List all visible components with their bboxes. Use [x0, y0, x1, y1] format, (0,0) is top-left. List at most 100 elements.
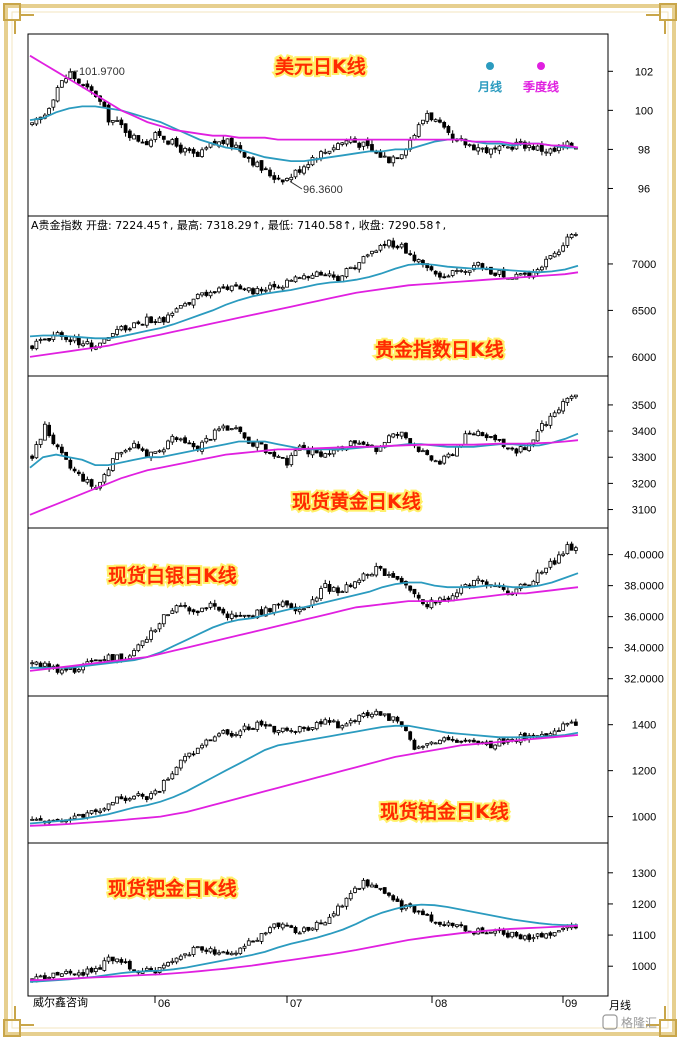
candle: [319, 449, 323, 458]
candle: [561, 398, 566, 415]
candle: [374, 249, 379, 253]
candle: [106, 467, 111, 477]
candle: [72, 812, 77, 820]
y-tick-label: 1200: [632, 766, 656, 778]
candle: [429, 911, 434, 923]
candle: [68, 336, 73, 346]
candle: [531, 143, 536, 151]
candle: [319, 270, 323, 276]
candle: [272, 281, 277, 290]
candle: [30, 816, 35, 821]
candle: [480, 147, 485, 153]
candle: [544, 148, 549, 157]
candle: [136, 441, 141, 450]
candle: [246, 436, 251, 444]
candle: [399, 154, 404, 160]
y-tick-label: 1000: [632, 812, 656, 824]
candle: [212, 599, 217, 610]
candle: [255, 160, 260, 168]
candle: [310, 927, 315, 931]
candle: [200, 292, 204, 298]
candle: [391, 237, 396, 250]
candle: [102, 338, 107, 344]
candle: [102, 472, 107, 486]
candle: [442, 273, 447, 279]
candle: [421, 119, 425, 126]
corner-square: [3, 1019, 21, 1037]
candle: [144, 139, 149, 146]
candle: [225, 284, 230, 291]
candle: [556, 249, 561, 257]
candle: [251, 727, 255, 730]
candle: [89, 478, 94, 489]
pane-title: 美元日K线: [275, 55, 366, 78]
candle: [153, 130, 158, 143]
candle: [391, 433, 396, 439]
candle: [127, 446, 132, 452]
candle: [569, 541, 574, 551]
candle: [140, 640, 145, 649]
candle: [467, 270, 472, 276]
candle: [344, 897, 349, 910]
candle: [64, 969, 68, 975]
candle: [391, 570, 396, 578]
candle: [540, 570, 544, 575]
corner-flourish: [14, 1006, 34, 1026]
corner-ornament-icon: [646, 1006, 677, 1037]
candle: [263, 721, 268, 729]
candle: [115, 796, 119, 804]
candle: [30, 344, 35, 351]
candle: [268, 451, 272, 455]
candle: [127, 128, 132, 141]
candle: [395, 244, 400, 250]
y-tick-label: 102: [635, 66, 653, 78]
candle: [191, 608, 196, 615]
corner-ornament-icon: [646, 3, 677, 34]
candle: [221, 950, 226, 954]
candle: [336, 903, 340, 917]
candle: [195, 293, 200, 300]
candle: [268, 925, 272, 935]
candle: [161, 614, 166, 628]
candle: [59, 443, 64, 456]
candle: [157, 622, 162, 633]
pane-title: 现货钯金日K线: [108, 877, 237, 900]
candle: [259, 719, 264, 727]
candle: [382, 568, 387, 576]
candle: [293, 169, 298, 180]
candle: [395, 431, 400, 439]
candle: [68, 68, 73, 80]
candle: [72, 973, 77, 976]
candle: [183, 602, 187, 609]
candle: [127, 959, 132, 971]
candle: [361, 141, 366, 151]
candle: [416, 745, 421, 750]
corner-square: [3, 3, 21, 21]
y-tick-label: 32.0000: [624, 674, 664, 686]
candle: [344, 722, 349, 727]
usd-high-annotation: 101.9700: [79, 66, 125, 78]
candle: [76, 969, 81, 979]
candle: [178, 142, 183, 155]
candle: [378, 711, 383, 716]
candle: [170, 311, 175, 318]
candle: [55, 85, 60, 103]
candle: [229, 950, 234, 956]
annotation-pointer: [67, 70, 79, 73]
candle: [314, 596, 319, 603]
candle: [229, 428, 234, 431]
candle: [561, 242, 566, 253]
candle: [204, 738, 209, 748]
candle: [187, 752, 192, 759]
candle: [404, 242, 408, 254]
candle: [200, 147, 204, 158]
candle: [544, 421, 549, 428]
candle: [361, 878, 366, 891]
candle: [221, 284, 226, 289]
candle: [573, 232, 578, 237]
candle: [306, 161, 311, 171]
candle: [98, 964, 102, 970]
watermark-text: 格隆汇: [621, 1015, 657, 1030]
candle: [263, 166, 268, 171]
candle: [514, 588, 519, 596]
